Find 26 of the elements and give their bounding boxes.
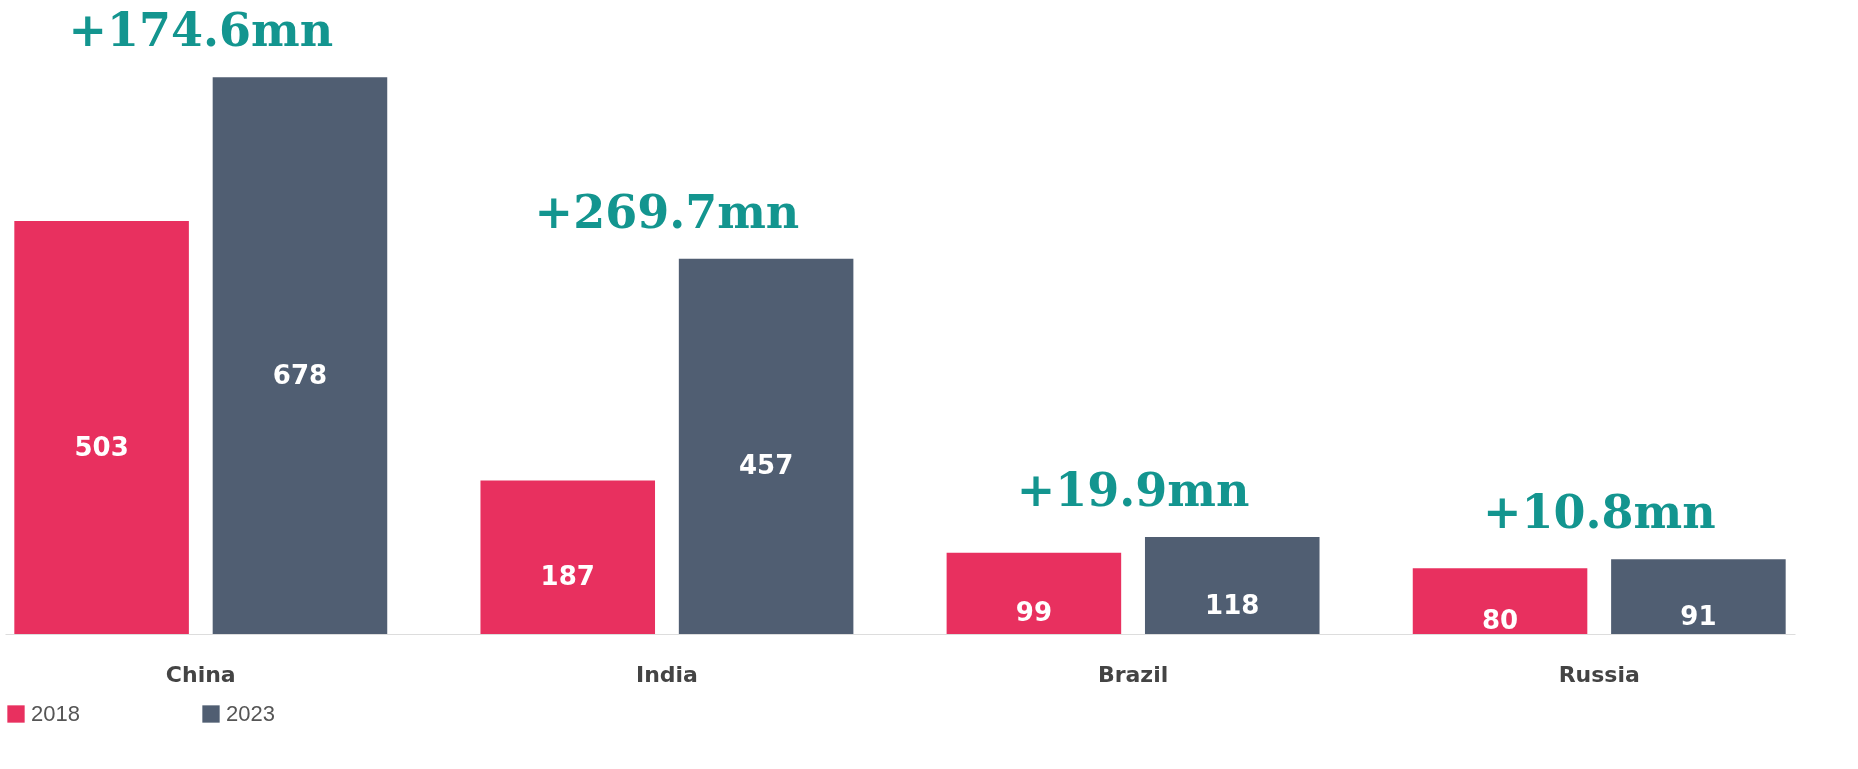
bar	[1144, 537, 1320, 634]
bar	[480, 480, 656, 634]
x-tick-label: Brazil	[1097, 661, 1169, 687]
data-label: 457	[738, 450, 794, 481]
bar	[946, 552, 1122, 634]
text: +174.6mn	[68, 3, 334, 58]
x-tick-label: China	[165, 661, 236, 687]
data-label: 91	[1680, 600, 1717, 631]
x-tick-label: India	[635, 661, 698, 687]
legend-label: 2018	[31, 701, 80, 726]
data-label: 503	[74, 431, 129, 462]
data-label: 187	[540, 561, 595, 592]
bar	[14, 221, 189, 634]
data-label: 118	[1205, 589, 1260, 620]
annotation: +269.7mn	[534, 184, 800, 239]
bar	[1611, 559, 1786, 634]
bar	[678, 258, 854, 634]
data-label: 678	[272, 359, 328, 390]
data-label: 99	[1015, 597, 1052, 628]
data-label: 80	[1481, 605, 1519, 636]
bar	[1412, 568, 1588, 634]
annotation: +19.9mn	[1016, 463, 1250, 518]
bar	[212, 77, 388, 634]
legend-label: 2023	[226, 701, 275, 726]
x-tick-label: Russia	[1558, 661, 1640, 687]
annotation: +10.8mn	[1482, 485, 1716, 540]
